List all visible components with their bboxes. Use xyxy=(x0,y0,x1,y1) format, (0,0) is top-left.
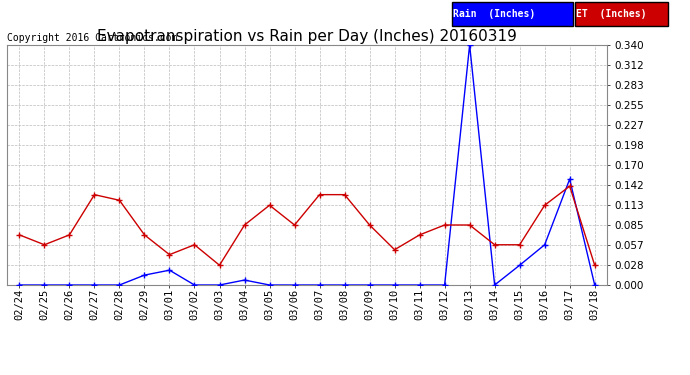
Text: ET  (Inches): ET (Inches) xyxy=(576,9,647,19)
Title: Evapotranspiration vs Rain per Day (Inches) 20160319: Evapotranspiration vs Rain per Day (Inch… xyxy=(97,29,517,44)
Text: Rain  (Inches): Rain (Inches) xyxy=(453,9,535,19)
Text: Copyright 2016 Cartronics.com: Copyright 2016 Cartronics.com xyxy=(7,33,177,43)
